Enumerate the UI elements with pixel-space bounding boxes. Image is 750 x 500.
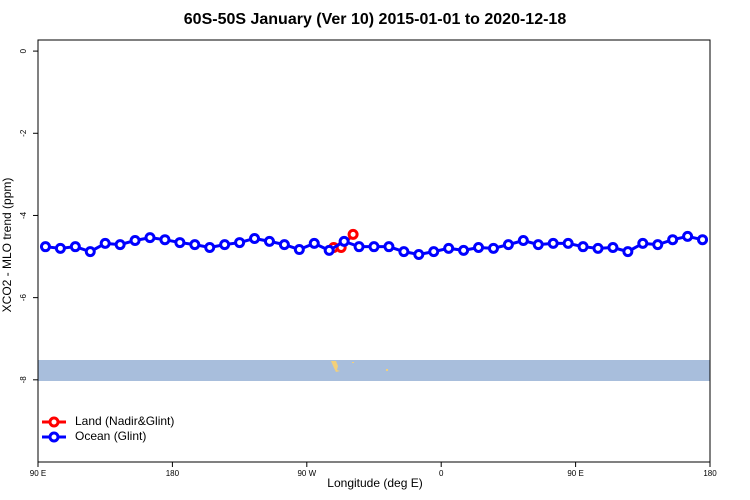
data-point (487, 242, 499, 254)
data-point (547, 237, 559, 249)
y-axis-label: XCO2 - MLO trend (ppm) (0, 178, 14, 313)
legend-label: Ocean (Glint) (75, 429, 146, 443)
data-point (174, 237, 186, 249)
y-tick-label: -6 (19, 294, 28, 302)
data-point (502, 239, 514, 251)
data-point (39, 241, 51, 253)
data-point (443, 242, 455, 254)
data-point (293, 244, 305, 256)
chart-title: 60S-50S January (Ver 10) 2015-01-01 to 2… (184, 11, 567, 28)
data-point (353, 241, 365, 253)
x-tick-label: 180 (166, 469, 180, 478)
data-point (562, 237, 574, 249)
data-point (428, 246, 440, 258)
data-point (338, 235, 350, 247)
data-point (129, 235, 141, 247)
data-point (398, 246, 410, 258)
data-point (323, 244, 335, 256)
data-point (473, 242, 485, 254)
data-point (219, 239, 231, 251)
y-tick-label: -2 (19, 129, 28, 137)
map-strip (38, 360, 710, 381)
data-point (592, 242, 604, 254)
x-axis-label: Longitude (deg E) (327, 476, 422, 490)
data-point (263, 235, 275, 247)
data-point (532, 239, 544, 251)
data-point (667, 234, 679, 246)
data-point (144, 232, 156, 244)
data-point (577, 241, 589, 253)
data-point (234, 237, 246, 249)
legend-label: Land (Nadir&Glint) (75, 414, 174, 428)
data-point (697, 234, 709, 246)
data-point (413, 248, 425, 260)
data-point (637, 237, 649, 249)
legend-marker (48, 416, 60, 428)
data-point (54, 242, 66, 254)
data-point (652, 239, 664, 251)
data-point (458, 244, 470, 256)
data-point (99, 237, 111, 249)
data-point (114, 239, 126, 251)
data-point (69, 241, 81, 253)
data-point (607, 242, 619, 254)
data-point (517, 235, 529, 247)
data-point (368, 241, 380, 253)
x-tick-label: 90 E (567, 469, 583, 478)
x-tick-label: 0 (439, 469, 444, 478)
data-point (204, 242, 216, 254)
data-point (622, 246, 634, 258)
data-point (308, 237, 320, 249)
data-point (249, 232, 261, 244)
data-point (383, 241, 395, 253)
data-point (347, 228, 359, 240)
y-tick-label: -4 (19, 211, 28, 219)
data-point (159, 234, 171, 246)
data-point (682, 230, 694, 242)
legend-marker (48, 431, 60, 443)
data-point (278, 239, 290, 251)
data-point (189, 239, 201, 251)
x-tick-label: 90 E (30, 469, 46, 478)
data-point (84, 246, 96, 258)
plot-frame (37, 39, 711, 463)
y-tick-label: -8 (19, 376, 28, 384)
x-tick-label: 90 W (297, 469, 316, 478)
x-tick-label: 180 (703, 469, 717, 478)
y-tick-label: 0 (19, 48, 28, 53)
